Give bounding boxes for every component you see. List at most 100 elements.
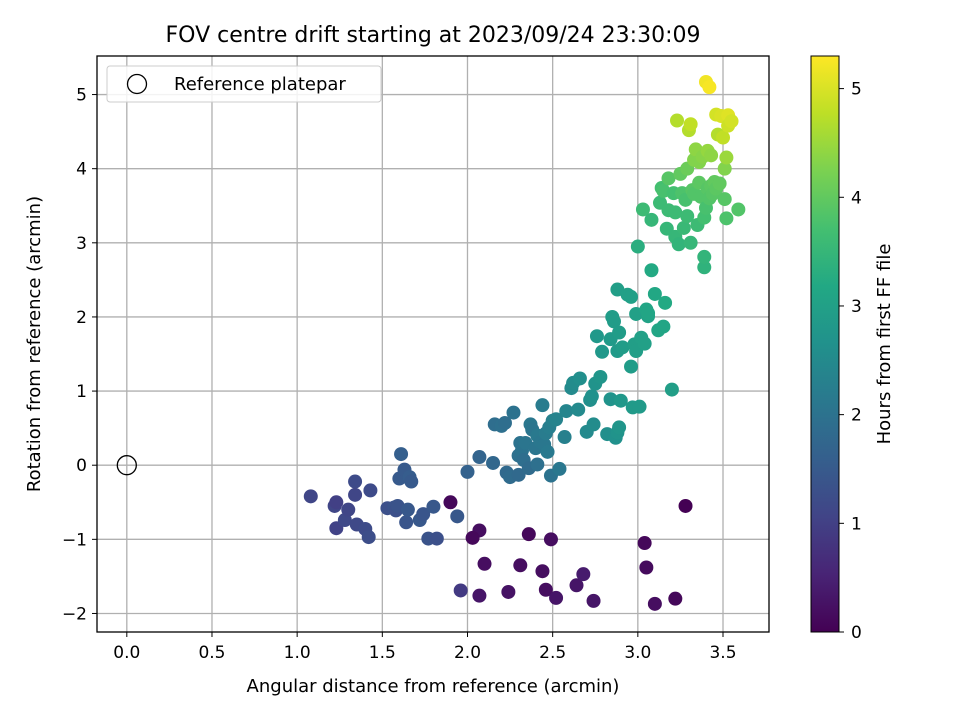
data-point <box>668 205 683 220</box>
data-point <box>615 340 630 355</box>
data-point <box>697 249 712 264</box>
data-point <box>641 306 656 321</box>
y-tick-label: 5 <box>76 86 87 106</box>
data-point <box>535 564 550 579</box>
colorbar-ticks: 0 1 2 3 4 5 <box>839 80 862 643</box>
grid-lines <box>97 56 769 632</box>
colorbar-label: Hours from first FF file <box>874 244 895 445</box>
data-point <box>624 289 639 304</box>
data-point <box>540 444 555 459</box>
data-point <box>472 450 487 465</box>
x-tick-label: 3.0 <box>624 643 651 663</box>
data-point <box>535 398 550 413</box>
data-point <box>486 455 501 470</box>
data-point <box>613 393 628 408</box>
data-point <box>603 392 618 407</box>
data-point <box>348 487 363 502</box>
data-point <box>557 430 572 445</box>
data-point <box>513 558 528 573</box>
data-point <box>399 515 414 530</box>
data-point <box>719 211 734 226</box>
x-tick-label: 1.5 <box>369 643 396 663</box>
data-point <box>572 371 587 386</box>
y-tick-label: 3 <box>76 234 87 254</box>
data-point <box>549 590 564 605</box>
data-point <box>472 588 487 603</box>
x-axis-label: Angular distance from reference (arcmin) <box>247 676 620 697</box>
data-point <box>543 532 558 547</box>
data-point <box>637 536 652 551</box>
data-point <box>329 495 344 510</box>
y-tick-label: −1 <box>62 530 87 550</box>
data-point <box>530 457 545 472</box>
data-point <box>702 80 717 95</box>
data-point <box>341 502 356 517</box>
data-point <box>731 202 746 217</box>
y-tick-label: −2 <box>62 604 87 624</box>
data-point <box>612 420 627 435</box>
data-point <box>683 235 698 250</box>
data-point <box>521 527 536 542</box>
data-point <box>538 582 553 597</box>
data-point <box>664 382 679 397</box>
reference-platepar-marker <box>116 455 137 476</box>
data-point <box>443 495 458 510</box>
data-point <box>624 359 639 374</box>
data-point <box>429 531 444 546</box>
data-point <box>571 402 586 417</box>
data-point <box>656 319 671 334</box>
colorbar-tick-label: 1 <box>851 514 862 534</box>
colorbar-tick-label: 5 <box>851 80 862 100</box>
data-points <box>303 74 746 611</box>
data-point <box>717 161 732 176</box>
data-point <box>589 329 604 344</box>
data-point <box>450 509 465 524</box>
data-point <box>697 260 712 275</box>
data-point <box>680 209 695 224</box>
x-tick-label: 1.0 <box>284 643 311 663</box>
data-point <box>576 567 591 582</box>
data-point <box>465 530 480 545</box>
x-tick-label: 0.5 <box>198 643 225 663</box>
data-point <box>569 578 584 593</box>
data-point <box>584 389 599 404</box>
y-tick-label: 1 <box>76 382 87 402</box>
data-point <box>394 447 409 462</box>
y-axis-label: Rotation from reference (arcmin) <box>24 196 45 492</box>
data-point <box>363 483 378 498</box>
data-point <box>348 474 363 489</box>
data-point <box>716 130 731 145</box>
data-point <box>658 295 673 310</box>
data-point <box>303 489 318 504</box>
data-point <box>671 237 686 252</box>
data-point <box>606 314 621 329</box>
data-point <box>668 591 683 606</box>
data-point <box>661 171 676 186</box>
colorbar-frame <box>810 55 840 633</box>
data-point <box>637 336 652 351</box>
data-point <box>453 583 468 598</box>
data-point <box>612 325 627 340</box>
data-point <box>683 117 698 132</box>
y-tick-label: 4 <box>76 160 87 180</box>
y-axis-ticks: −2 −1 0 1 2 3 4 5 <box>62 86 97 624</box>
data-point <box>549 412 564 427</box>
colorbar-tick-label: 4 <box>851 188 862 208</box>
x-tick-label: 2.5 <box>539 643 566 663</box>
data-point <box>676 220 691 235</box>
legend-label: Reference platepar <box>174 74 346 95</box>
legend: Reference platepar <box>106 65 382 103</box>
colorbar-tick-label: 0 <box>851 623 862 643</box>
data-point <box>595 344 610 359</box>
data-point <box>630 239 645 254</box>
data-point <box>647 596 662 611</box>
legend-reference-marker <box>126 73 148 95</box>
plot-frame <box>96 55 770 633</box>
data-point <box>586 593 601 608</box>
data-point <box>670 113 685 128</box>
data-point <box>552 461 567 476</box>
x-tick-label: 3.5 <box>709 643 736 663</box>
data-point <box>704 148 719 163</box>
data-point <box>460 464 475 479</box>
